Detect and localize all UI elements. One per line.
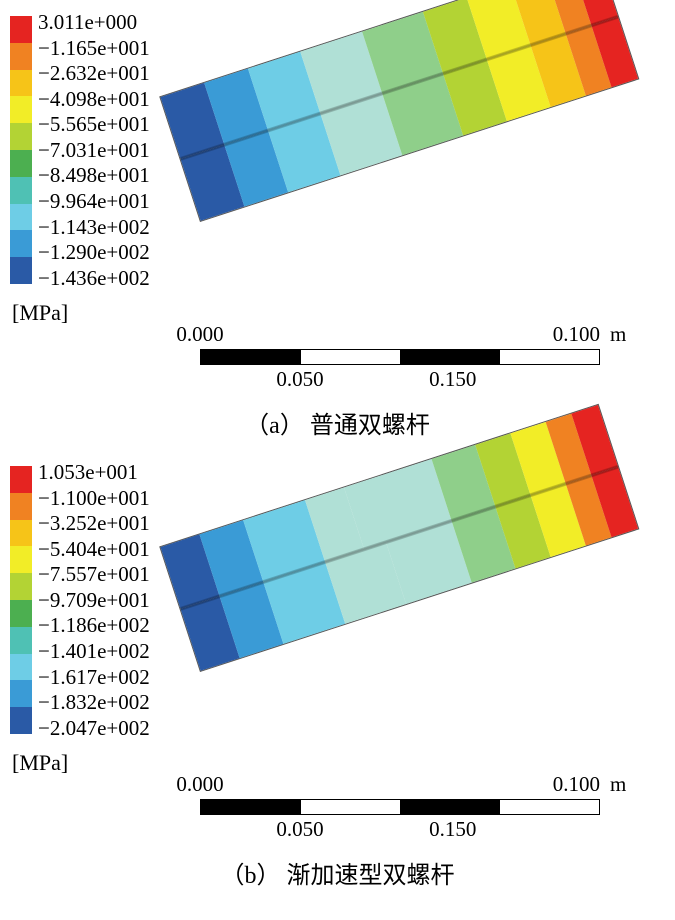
scale-segment xyxy=(401,350,501,364)
legend-value: −2.047e+002 xyxy=(38,716,150,740)
legend-value: −7.557e+001 xyxy=(38,562,150,586)
colorbar-segment xyxy=(10,654,32,681)
legend-value: −1.143e+002 xyxy=(38,215,150,239)
scale-segment xyxy=(201,800,301,814)
contour-plot xyxy=(200,540,662,672)
scale-label: 0.150 xyxy=(429,817,476,842)
colorbar-segment xyxy=(10,493,32,520)
colorbar-segment xyxy=(10,123,32,150)
scale-bottom-labels: 0.050 0.150 xyxy=(200,817,600,842)
scale-label: 0.100 xyxy=(553,322,600,347)
colorbar-segment xyxy=(10,150,32,177)
legend-value: −8.498e+001 xyxy=(38,163,150,187)
legend-value: −1.436e+002 xyxy=(38,266,150,290)
legend-value: −3.252e+001 xyxy=(38,511,150,535)
scale-segment xyxy=(301,350,401,364)
legend-value: −1.165e+001 xyxy=(38,36,150,60)
scale-label: 0.050 xyxy=(276,817,323,842)
colorbar-segment xyxy=(10,680,32,707)
legend-value: −9.709e+001 xyxy=(38,588,150,612)
colorbar-segment xyxy=(10,230,32,257)
legend-labels: 3.011e+000−1.165e+001−2.632e+001−4.098e+… xyxy=(38,10,150,290)
figure-caption: （b） 渐加速型双螺杆 xyxy=(10,855,665,890)
legend-value: −2.632e+001 xyxy=(38,61,150,85)
scale-bar-rect xyxy=(200,799,600,815)
scale-bar-rect xyxy=(200,349,600,365)
legend-value: −4.098e+001 xyxy=(38,87,150,111)
colorbar-segment xyxy=(10,16,32,43)
legend-labels: 1.053e+001−1.100e+001−3.252e+001−5.404e+… xyxy=(38,460,150,740)
colorbar-segment xyxy=(10,204,32,231)
colorbar xyxy=(10,466,32,734)
legend-value: 1.053e+001 xyxy=(38,460,150,484)
legend-value: −5.404e+001 xyxy=(38,537,150,561)
scale-segment xyxy=(500,350,599,364)
colorbar-segment xyxy=(10,627,32,654)
colorbar-segment xyxy=(10,96,32,123)
scale-bar: 0.0000.1000.200 0.050 0.150 xyxy=(200,322,600,392)
colorbar-segment xyxy=(10,520,32,547)
colorbar xyxy=(10,16,32,284)
legend-value: −5.565e+001 xyxy=(38,112,150,136)
legend-value: −1.832e+002 xyxy=(38,690,150,714)
scale-unit-label: m xyxy=(610,322,626,347)
legend: 3.011e+000−1.165e+001−2.632e+001−4.098e+… xyxy=(10,10,150,290)
colorbar-segment xyxy=(10,573,32,600)
legend-value: −7.031e+001 xyxy=(38,138,150,162)
scale-bottom-labels: 0.050 0.150 xyxy=(200,367,600,392)
scale-bar: 0.0000.1000.200 0.050 0.150 xyxy=(200,772,600,842)
colorbar-segment xyxy=(10,43,32,70)
legend: 1.053e+001−1.100e+001−3.252e+001−5.404e+… xyxy=(10,460,150,740)
scale-label: 0.100 xyxy=(553,772,600,797)
figure-2: 1.053e+001−1.100e+001−3.252e+001−5.404e+… xyxy=(10,460,665,890)
scale-segment xyxy=(301,800,401,814)
legend-value: −1.617e+002 xyxy=(38,665,150,689)
legend-value: 3.011e+000 xyxy=(38,10,150,34)
figure-1: 3.011e+000−1.165e+001−2.632e+001−4.098e+… xyxy=(10,10,665,440)
scale-unit-label: m xyxy=(610,772,626,797)
scale-segment xyxy=(500,800,599,814)
colorbar-segment xyxy=(10,466,32,493)
colorbar-segment xyxy=(10,177,32,204)
scale-top-labels: 0.0000.1000.200 xyxy=(200,772,600,797)
colorbar-segment xyxy=(10,546,32,573)
legend-value: −1.100e+001 xyxy=(38,486,150,510)
scale-label: 0.150 xyxy=(429,367,476,392)
scale-segment xyxy=(401,800,501,814)
contour-body xyxy=(159,404,639,672)
scale-label: 0.000 xyxy=(176,772,223,797)
legend-value: −1.401e+002 xyxy=(38,639,150,663)
legend-value: −1.186e+002 xyxy=(38,613,150,637)
scale-label: 0.000 xyxy=(176,322,223,347)
legend-value: −1.290e+002 xyxy=(38,240,150,264)
colorbar-segment xyxy=(10,70,32,97)
scale-segment xyxy=(201,350,301,364)
scale-label: 0.050 xyxy=(276,367,323,392)
legend-value: −9.964e+001 xyxy=(38,189,150,213)
scale-top-labels: 0.0000.1000.200 xyxy=(200,322,600,347)
colorbar-segment xyxy=(10,600,32,627)
unit-label: [MPa] xyxy=(12,300,68,326)
unit-label: [MPa] xyxy=(12,750,68,776)
colorbar-segment xyxy=(10,257,32,284)
contour-plot xyxy=(200,90,662,222)
colorbar-segment xyxy=(10,707,32,734)
contour-body xyxy=(159,0,639,222)
